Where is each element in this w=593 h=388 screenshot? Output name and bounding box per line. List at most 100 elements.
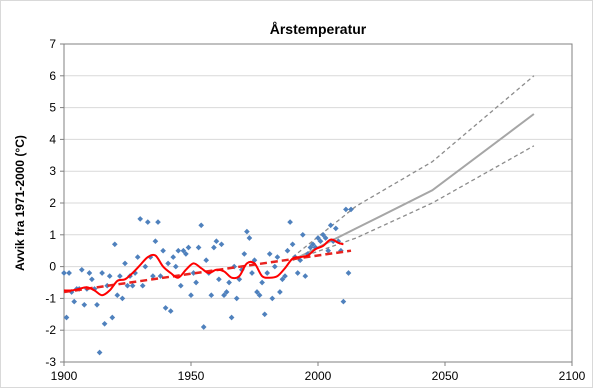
chart-title: Årstemperatur <box>270 21 367 37</box>
data-point <box>106 273 113 279</box>
data-point <box>271 263 278 270</box>
data-point <box>99 270 105 276</box>
data-point <box>208 292 215 299</box>
data-point <box>198 222 205 229</box>
data-point <box>284 247 291 254</box>
data-point <box>188 292 194 299</box>
data-point <box>246 235 253 241</box>
data-point <box>152 238 159 245</box>
data-point <box>142 263 149 270</box>
data-point <box>185 244 192 251</box>
gridlines <box>64 75 572 331</box>
data-point <box>144 219 151 225</box>
data-point <box>287 219 293 225</box>
data-point <box>289 241 296 248</box>
x-tick-label: 2000 <box>305 369 332 383</box>
data-point <box>317 238 324 245</box>
data-point <box>282 273 288 279</box>
data-point <box>302 273 309 279</box>
data-point <box>213 238 220 245</box>
y-tick-label: -2 <box>45 323 56 337</box>
data-point <box>139 282 146 289</box>
y-tick-label: 7 <box>49 37 56 51</box>
data-point <box>137 216 144 222</box>
y-tick-label: -3 <box>45 355 56 369</box>
y-tick-label: -1 <box>45 291 56 305</box>
data-point <box>241 251 248 257</box>
data-point <box>345 270 352 276</box>
data-point <box>71 298 78 305</box>
data-point <box>177 282 184 289</box>
data-point <box>315 235 321 241</box>
data-point <box>218 241 225 248</box>
data-point <box>193 279 199 286</box>
data-point <box>155 219 161 225</box>
data-point <box>63 314 70 321</box>
data-point <box>348 206 354 213</box>
data-point <box>226 279 232 286</box>
axes <box>60 43 573 366</box>
data-point <box>221 292 227 299</box>
data-point <box>254 289 260 295</box>
data-point <box>244 228 250 235</box>
data-point <box>195 244 202 251</box>
data-point <box>124 282 131 289</box>
y-tick-labels: -3 -2 -1 0 1 2 3 4 5 6 7 <box>45 37 56 369</box>
data-point <box>117 273 123 279</box>
data-point <box>264 270 271 276</box>
data-point <box>165 260 171 267</box>
data-point <box>266 251 273 257</box>
x-tick-label: 1900 <box>51 369 78 383</box>
data-point <box>325 247 332 254</box>
x-tick-label: 1950 <box>178 369 205 383</box>
data-point <box>183 251 189 257</box>
data-point <box>170 254 177 260</box>
data-point <box>259 279 265 286</box>
data-point <box>277 289 283 295</box>
y-tick-label: 4 <box>49 132 56 146</box>
data-point <box>233 295 240 302</box>
smoothed-line <box>63 238 344 297</box>
data-point <box>310 241 316 248</box>
data-point <box>162 305 169 311</box>
y-tick-label: 5 <box>49 101 56 115</box>
data-point <box>279 276 286 283</box>
data-point <box>150 273 156 279</box>
data-point <box>332 225 339 232</box>
data-point <box>160 247 166 254</box>
data-point <box>322 235 329 241</box>
data-point <box>211 244 217 251</box>
y-tick-label: 2 <box>49 196 56 210</box>
data-point <box>109 314 116 321</box>
x-tick-label: 2100 <box>559 369 586 383</box>
data-point <box>294 270 301 276</box>
y-tick-label: 1 <box>49 228 56 242</box>
data-point <box>299 231 306 238</box>
data-point <box>122 260 128 267</box>
data-point <box>157 273 164 279</box>
x-tick-labels: 1900 1950 2000 2050 2100 <box>51 369 586 383</box>
data-point <box>78 266 85 273</box>
data-point <box>66 270 72 276</box>
data-point <box>111 241 118 248</box>
data-point <box>89 276 95 283</box>
y-axis-label: Avvik fra 1971-2000 (°C) <box>13 135 27 271</box>
data-point <box>256 292 263 299</box>
data-point <box>119 295 126 302</box>
data-point <box>320 231 326 238</box>
data-point <box>223 289 230 295</box>
data-point <box>249 270 255 276</box>
data-point <box>114 292 121 299</box>
y-tick-label: 0 <box>49 260 56 274</box>
data-point <box>200 324 207 330</box>
trend-line <box>63 249 352 294</box>
data-point <box>175 247 182 254</box>
data-point <box>96 349 103 356</box>
y-tick-label: 3 <box>49 164 56 178</box>
data-point <box>269 295 276 302</box>
data-point <box>216 276 222 283</box>
data-point <box>172 263 179 270</box>
data-point <box>180 247 187 254</box>
data-series <box>61 75 535 356</box>
